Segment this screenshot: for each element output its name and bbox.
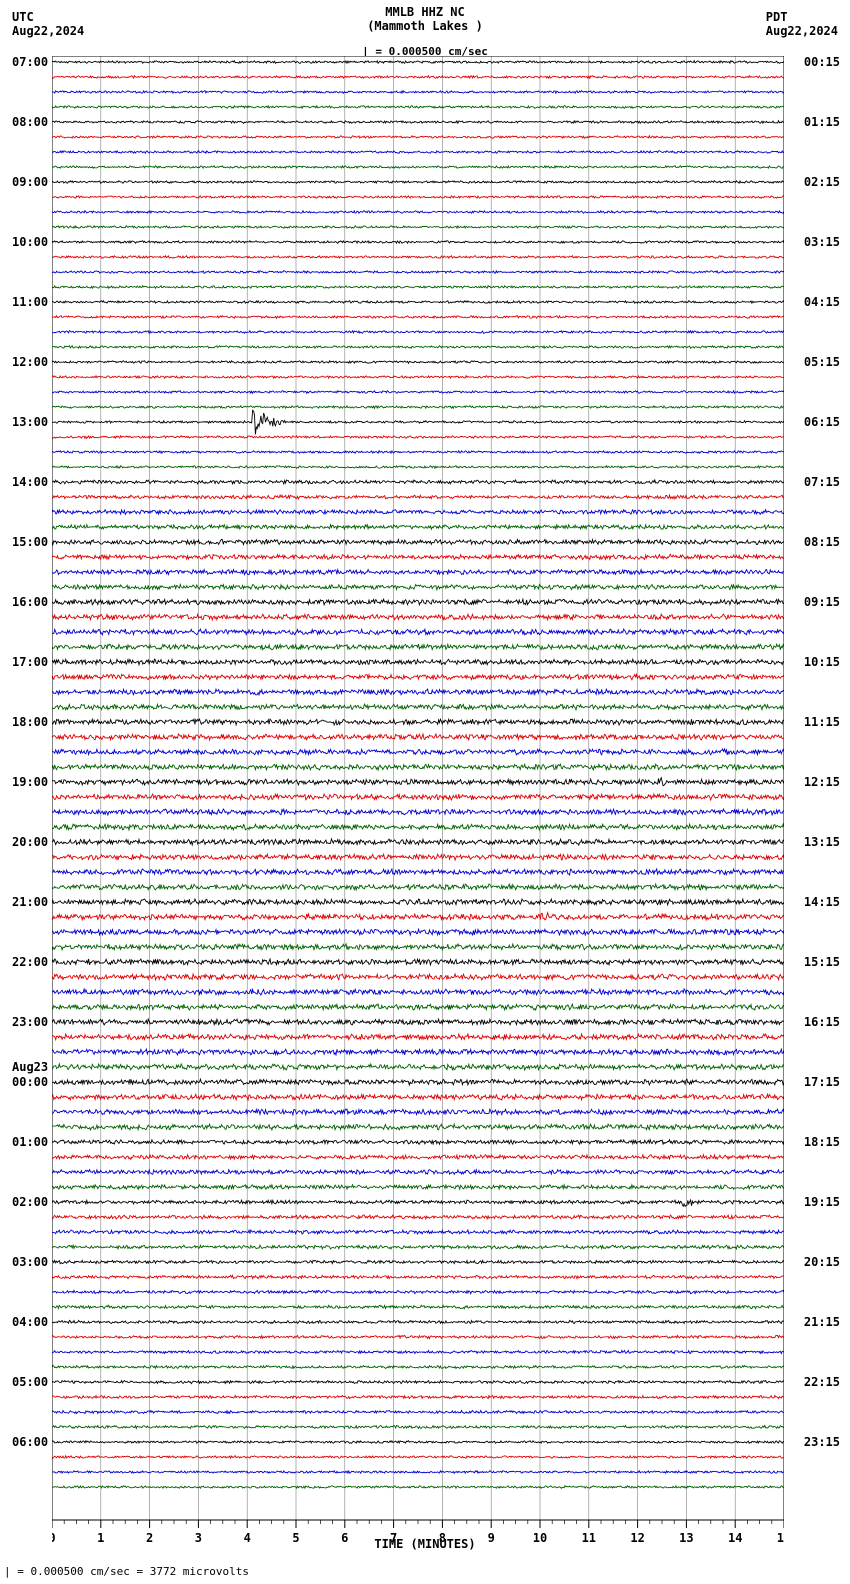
utc-hour-label: 18:00 bbox=[12, 715, 48, 729]
utc-hour-label: 06:00 bbox=[12, 1435, 48, 1449]
pdt-hour-label: 08:15 bbox=[804, 535, 840, 549]
pdt-hour-label: 07:15 bbox=[804, 475, 840, 489]
svg-text:11: 11 bbox=[582, 1531, 596, 1545]
utc-hour-label: 19:00 bbox=[12, 775, 48, 789]
utc-hour-label: 15:00 bbox=[12, 535, 48, 549]
svg-text:15: 15 bbox=[777, 1531, 784, 1545]
pdt-hour-label: 16:15 bbox=[804, 1015, 840, 1029]
pdt-date: Aug22,2024 bbox=[766, 24, 838, 38]
seismogram-svg: 0123456789101112131415 bbox=[52, 56, 784, 1560]
utc-hour-label: 07:00 bbox=[12, 55, 48, 69]
pdt-hour-label: 13:15 bbox=[804, 835, 840, 849]
utc-hour-label: 10:00 bbox=[12, 235, 48, 249]
pdt-label: PDT bbox=[766, 10, 838, 24]
svg-text:13: 13 bbox=[679, 1531, 693, 1545]
utc-hour-label: 23:00 bbox=[12, 1015, 48, 1029]
svg-text:10: 10 bbox=[533, 1531, 547, 1545]
utc-hour-label: 05:00 bbox=[12, 1375, 48, 1389]
svg-text:6: 6 bbox=[341, 1531, 348, 1545]
utc-hour-label: 13:00 bbox=[12, 415, 48, 429]
pdt-hour-label: 18:15 bbox=[804, 1135, 840, 1149]
svg-text:12: 12 bbox=[630, 1531, 644, 1545]
svg-text:1: 1 bbox=[97, 1531, 104, 1545]
utc-hour-label: 21:00 bbox=[12, 895, 48, 909]
utc-hour-label: 17:00 bbox=[12, 655, 48, 669]
svg-text:0: 0 bbox=[52, 1531, 56, 1545]
pdt-hour-label: 15:15 bbox=[804, 955, 840, 969]
utc-hour-label: 02:00 bbox=[12, 1195, 48, 1209]
pdt-hour-label: 20:15 bbox=[804, 1255, 840, 1269]
x-axis-label: TIME (MINUTES) bbox=[374, 1537, 475, 1551]
utc-hour-label: 00:00 bbox=[12, 1075, 48, 1089]
utc-hour-label: 03:00 bbox=[12, 1255, 48, 1269]
pdt-hour-label: 09:15 bbox=[804, 595, 840, 609]
pdt-hour-label: 21:15 bbox=[804, 1315, 840, 1329]
pdt-hour-label: 10:15 bbox=[804, 655, 840, 669]
utc-hour-label: 12:00 bbox=[12, 355, 48, 369]
utc-hour-label: 14:00 bbox=[12, 475, 48, 489]
pdt-hour-label: 22:15 bbox=[804, 1375, 840, 1389]
utc-hour-label: 04:00 bbox=[12, 1315, 48, 1329]
utc-hour-label: 16:00 bbox=[12, 595, 48, 609]
svg-text:9: 9 bbox=[488, 1531, 495, 1545]
pdt-hour-label: 23:15 bbox=[804, 1435, 840, 1449]
pdt-hour-label: 05:15 bbox=[804, 355, 840, 369]
pdt-hour-label: 06:15 bbox=[804, 415, 840, 429]
pdt-hour-label: 12:15 bbox=[804, 775, 840, 789]
station-location: (Mammoth Lakes ) bbox=[367, 19, 483, 33]
station-code: MMLB HHZ NC bbox=[367, 5, 483, 19]
utc-hour-label: 22:00 bbox=[12, 955, 48, 969]
svg-text:2: 2 bbox=[146, 1531, 153, 1545]
pdt-hour-label: 11:15 bbox=[804, 715, 840, 729]
pdt-hour-label: 02:15 bbox=[804, 175, 840, 189]
pdt-hour-label: 17:15 bbox=[804, 1075, 840, 1089]
pdt-hour-label: 00:15 bbox=[804, 55, 840, 69]
pdt-hour-label: 01:15 bbox=[804, 115, 840, 129]
seismogram-container: UTC Aug22,2024 MMLB HHZ NC (Mammoth Lake… bbox=[0, 0, 850, 1584]
svg-text:5: 5 bbox=[292, 1531, 299, 1545]
header-center: MMLB HHZ NC (Mammoth Lakes ) bbox=[367, 5, 483, 33]
utc-hour-label: 11:00 bbox=[12, 295, 48, 309]
date-rollover-label: Aug23 bbox=[12, 1060, 48, 1074]
utc-hour-label: 09:00 bbox=[12, 175, 48, 189]
utc-date: Aug22,2024 bbox=[12, 24, 84, 38]
utc-hour-label: 08:00 bbox=[12, 115, 48, 129]
header-pdt: PDT Aug22,2024 bbox=[766, 10, 838, 38]
pdt-hour-label: 14:15 bbox=[804, 895, 840, 909]
svg-text:3: 3 bbox=[195, 1531, 202, 1545]
utc-label: UTC bbox=[12, 10, 84, 24]
header-utc: UTC Aug22,2024 bbox=[12, 10, 84, 38]
pdt-hour-label: 19:15 bbox=[804, 1195, 840, 1209]
footer-scale-note: | = 0.000500 cm/sec = 3772 microvolts bbox=[4, 1565, 249, 1578]
plot-area: 0123456789101112131415 bbox=[52, 56, 784, 1520]
utc-hour-label: 01:00 bbox=[12, 1135, 48, 1149]
pdt-hour-label: 04:15 bbox=[804, 295, 840, 309]
svg-text:14: 14 bbox=[728, 1531, 742, 1545]
svg-text:4: 4 bbox=[244, 1531, 251, 1545]
utc-hour-label: 20:00 bbox=[12, 835, 48, 849]
pdt-hour-label: 03:15 bbox=[804, 235, 840, 249]
